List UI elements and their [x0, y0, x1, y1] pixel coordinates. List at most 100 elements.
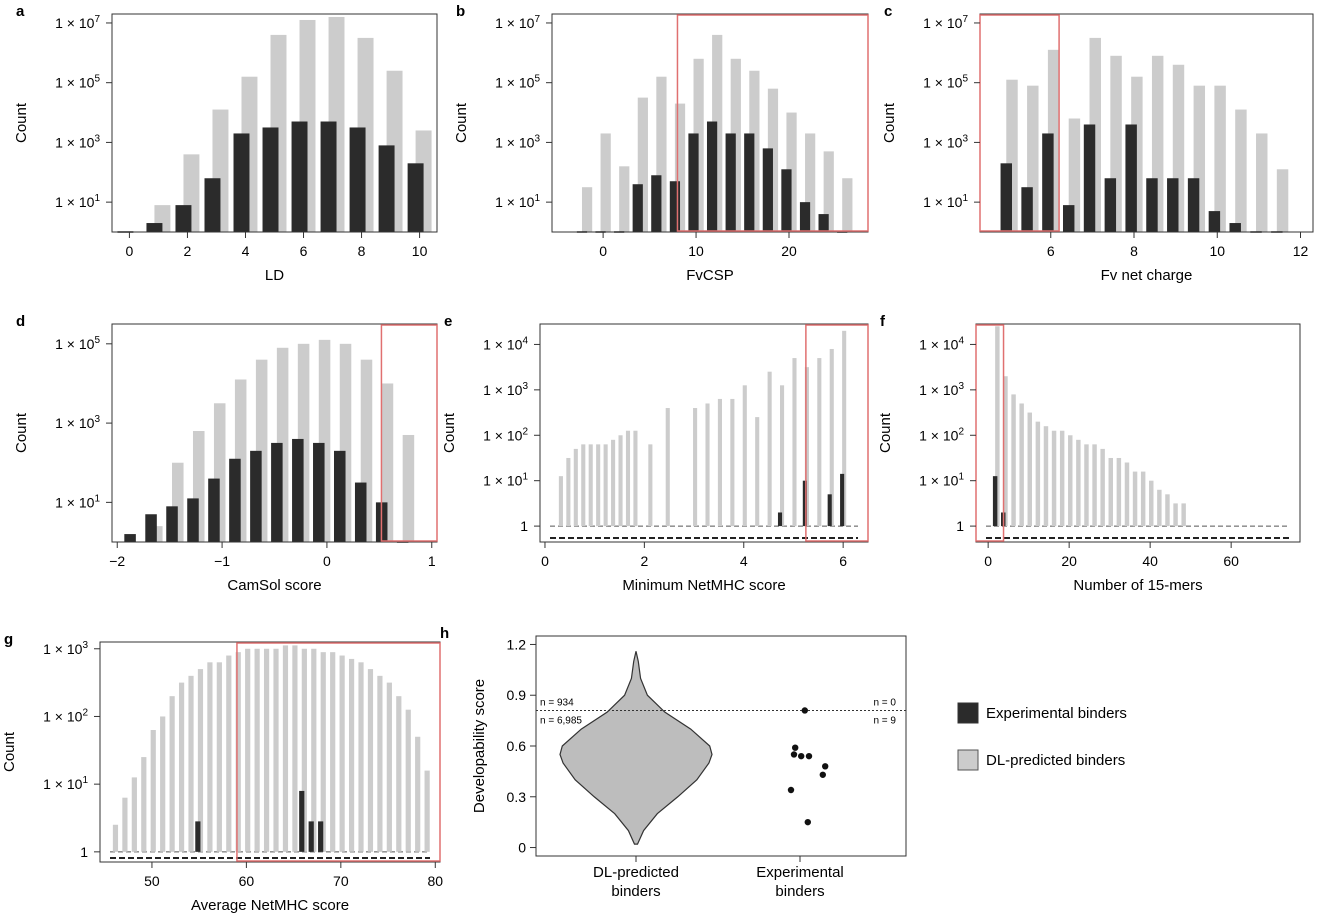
- bar-dl: [717, 398, 722, 527]
- bar-dl: [1006, 79, 1018, 232]
- y-tick-label: 1 × 107: [495, 14, 540, 31]
- plot-frame: [111, 13, 438, 233]
- bar-dl: [1181, 503, 1186, 527]
- x-tick-label: 0: [599, 243, 607, 259]
- bar-dl: [122, 797, 128, 852]
- bar-dl: [665, 408, 670, 527]
- bar-dl: [1256, 133, 1268, 232]
- panel-c: c 6 8 10 12 1 × 101 1 × 103 1 × 105 1 × 107 Fv ne…: [881, 3, 1314, 284]
- bar-dl: [339, 655, 345, 852]
- bar-exp: [233, 133, 250, 232]
- bar-exp: [818, 214, 829, 232]
- bar-exp: [407, 163, 424, 232]
- bar-dl: [581, 444, 586, 527]
- bar-dl: [558, 476, 563, 527]
- scatter-point: [787, 786, 795, 794]
- panel-b: b 0 10 20 1 × 101 1 × 103 1 × 105 1 × 107 FvCSP C…: [453, 3, 869, 284]
- bar-exp: [333, 450, 346, 542]
- bar-dl: [1076, 439, 1081, 527]
- bar-exp: [378, 145, 395, 232]
- annotation-dl-below: n = 6,985: [540, 715, 582, 726]
- bar-dl: [178, 682, 185, 852]
- x-tick-label: 2: [184, 243, 192, 259]
- y-tick-label: 1 × 103: [55, 414, 100, 431]
- y-tick-label: 1 × 101: [55, 493, 100, 510]
- x-tick-label: 80: [427, 873, 443, 889]
- highlight-box: [979, 14, 1060, 232]
- bar-dl: [192, 431, 205, 542]
- highlight-box: [236, 642, 441, 862]
- bar-exp: [145, 514, 157, 542]
- bar-exp: [354, 482, 367, 542]
- bar-dl: [263, 648, 270, 852]
- y-tick-label: 1 × 102: [483, 426, 528, 443]
- bar-dl: [1151, 55, 1164, 232]
- bar-dl: [1276, 169, 1289, 232]
- bar-dl: [415, 736, 421, 852]
- bar-dl: [1108, 457, 1113, 527]
- bar-dl: [1116, 457, 1122, 527]
- bar-dl: [377, 675, 383, 852]
- bar-dl: [301, 648, 307, 852]
- bar-dl: [273, 648, 279, 852]
- x-axis-label: Minimum NetMHC score: [622, 577, 785, 594]
- y-tick-label: 1 × 101: [43, 775, 88, 792]
- bar-dl: [1172, 64, 1185, 232]
- y-tick-label: 1 × 104: [483, 335, 528, 352]
- x-tick-label: 12: [1293, 243, 1309, 259]
- bar-dl: [588, 444, 593, 527]
- bar-dl: [1193, 85, 1206, 232]
- scatter-point: [804, 818, 811, 826]
- bar-dl: [360, 359, 373, 542]
- category-label: DL-predicted: [593, 864, 679, 881]
- x-tick-label: 10: [412, 243, 428, 259]
- bar-dl: [424, 770, 430, 852]
- bar-dl: [207, 662, 213, 852]
- panel-e: e 0 2 4 6 1 1 × 101 1 × 102 1 × 103 1 × 104 Minimu…: [441, 313, 869, 594]
- x-axis-label: Number of 15-mers: [1073, 577, 1202, 594]
- bar-exp: [762, 148, 773, 232]
- y-tick-label: 1 × 104: [919, 335, 964, 352]
- y-tick-label: 1 × 107: [923, 14, 968, 31]
- bar-exp: [1062, 205, 1075, 232]
- legend-label-experimental: Experimental binders: [986, 705, 1127, 722]
- bar-dl: [330, 652, 336, 852]
- y-tick-label: 1: [520, 518, 528, 534]
- x-tick-label: 60: [239, 873, 255, 889]
- bar-dl: [1068, 435, 1073, 527]
- bar-dl: [318, 339, 331, 542]
- bar-exp: [262, 127, 279, 232]
- y-tick-label: 1 × 103: [919, 381, 964, 398]
- x-tick-label: −1: [214, 553, 230, 569]
- bar-exp: [781, 169, 792, 232]
- x-axis-label: Average NetMHC score: [191, 897, 349, 914]
- legend: Experimental binders DL-predicted binder…: [957, 702, 1127, 771]
- bar-dl: [348, 658, 355, 852]
- panel-letter: h: [440, 625, 449, 642]
- bar-dl: [817, 358, 822, 527]
- bar-dl: [282, 645, 289, 852]
- bar-dl: [402, 434, 415, 542]
- y-tick-label: 1 × 103: [483, 381, 528, 398]
- panel-letter: g: [4, 631, 13, 648]
- bar-dl: [625, 430, 631, 527]
- bar-dl: [1027, 412, 1032, 527]
- bar-dl: [131, 777, 137, 852]
- bar-dl: [596, 444, 601, 527]
- panel-letter: b: [456, 3, 465, 20]
- bar-dl: [226, 655, 232, 852]
- x-tick-label: 60: [1223, 553, 1239, 569]
- panel-f: f 0 20 40 60 1 1 × 101 1 × 102 1 × 103 1 × 104 Num…: [877, 313, 1301, 594]
- bar-exp: [725, 133, 736, 232]
- bar-dl: [842, 178, 853, 232]
- bar-dl: [1051, 430, 1057, 527]
- bar-dl: [742, 385, 747, 527]
- panel-letter: f: [880, 313, 886, 330]
- x-axis-label: FvCSP: [686, 267, 734, 284]
- bar-dl: [235, 652, 241, 852]
- bar-dl: [767, 371, 772, 527]
- bar-exp: [706, 121, 718, 232]
- y-tick-label: 1 × 101: [923, 193, 968, 210]
- x-tick-label: 0: [984, 553, 992, 569]
- bar-exp: [146, 223, 163, 232]
